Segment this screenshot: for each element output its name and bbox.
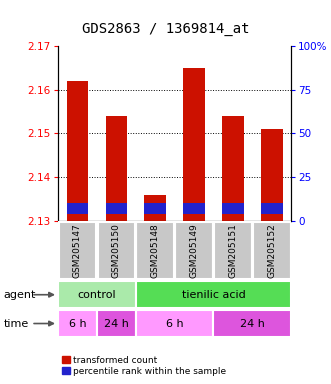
Text: GSM205152: GSM205152: [267, 223, 276, 278]
Bar: [67, 203, 88, 214]
Bar: [222, 203, 244, 214]
Legend: transformed count, percentile rank within the sample: transformed count, percentile rank withi…: [63, 356, 226, 376]
Bar: [106, 116, 127, 221]
Bar: [183, 68, 205, 221]
Bar: [136, 222, 174, 279]
Text: GSM205149: GSM205149: [190, 223, 199, 278]
Text: 6 h: 6 h: [69, 318, 86, 329]
Bar: [59, 222, 96, 279]
Bar: [144, 203, 166, 214]
Text: agent: agent: [3, 290, 36, 300]
Text: time: time: [3, 318, 28, 329]
Bar: [67, 81, 88, 221]
Text: GSM205147: GSM205147: [73, 223, 82, 278]
Bar: [222, 116, 244, 221]
Text: GSM205148: GSM205148: [151, 223, 160, 278]
Text: control: control: [77, 290, 116, 300]
Text: 24 h: 24 h: [240, 318, 265, 329]
Text: GDS2863 / 1369814_at: GDS2863 / 1369814_at: [82, 23, 249, 36]
Bar: [136, 281, 291, 308]
Bar: [183, 203, 205, 214]
Bar: [58, 310, 97, 337]
Bar: [213, 310, 291, 337]
Bar: [106, 203, 127, 214]
Bar: [175, 222, 213, 279]
Bar: [261, 203, 283, 214]
Bar: [136, 310, 213, 337]
Text: 6 h: 6 h: [166, 318, 183, 329]
Bar: [97, 310, 136, 337]
Text: GSM205150: GSM205150: [112, 223, 121, 278]
Bar: [261, 129, 283, 221]
Bar: [214, 222, 252, 279]
Bar: [58, 281, 136, 308]
Text: GSM205151: GSM205151: [228, 223, 237, 278]
Text: 24 h: 24 h: [104, 318, 129, 329]
Bar: [144, 195, 166, 221]
Text: tienilic acid: tienilic acid: [182, 290, 245, 300]
Bar: [98, 222, 135, 279]
Bar: [253, 222, 291, 279]
